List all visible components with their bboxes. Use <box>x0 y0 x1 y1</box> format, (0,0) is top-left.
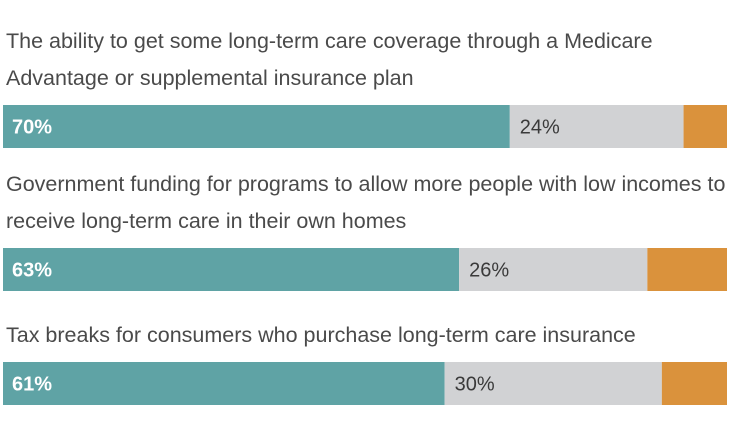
bar-segment-2 <box>459 248 648 291</box>
data-label: 24% <box>520 117 560 139</box>
category-label: Tax breaks for consumers who purchase lo… <box>6 323 636 347</box>
category-label: receive long-term care in their own home… <box>6 209 406 233</box>
data-label: 26% <box>469 260 509 282</box>
data-label: 70% <box>12 117 52 139</box>
bar-segment-1 <box>3 105 510 148</box>
category-label: Government funding for programs to allow… <box>6 172 725 196</box>
bar-segment-3 <box>647 248 727 291</box>
category-label: Advantage or supplemental insurance plan <box>6 66 414 90</box>
bar-segment-1 <box>3 248 460 291</box>
category-label: The ability to get some long-term care c… <box>6 29 653 53</box>
data-label: 63% <box>12 260 52 282</box>
chart-rows: The ability to get some long-term care c… <box>3 29 727 405</box>
bar-segment-2 <box>509 105 684 148</box>
bar-segment-1 <box>3 362 445 405</box>
data-label: 30% <box>455 374 495 396</box>
data-label: 61% <box>12 374 52 396</box>
bar-segment-3 <box>683 105 727 148</box>
bar-segment-3 <box>661 362 727 405</box>
bar-segment-2 <box>444 362 662 405</box>
